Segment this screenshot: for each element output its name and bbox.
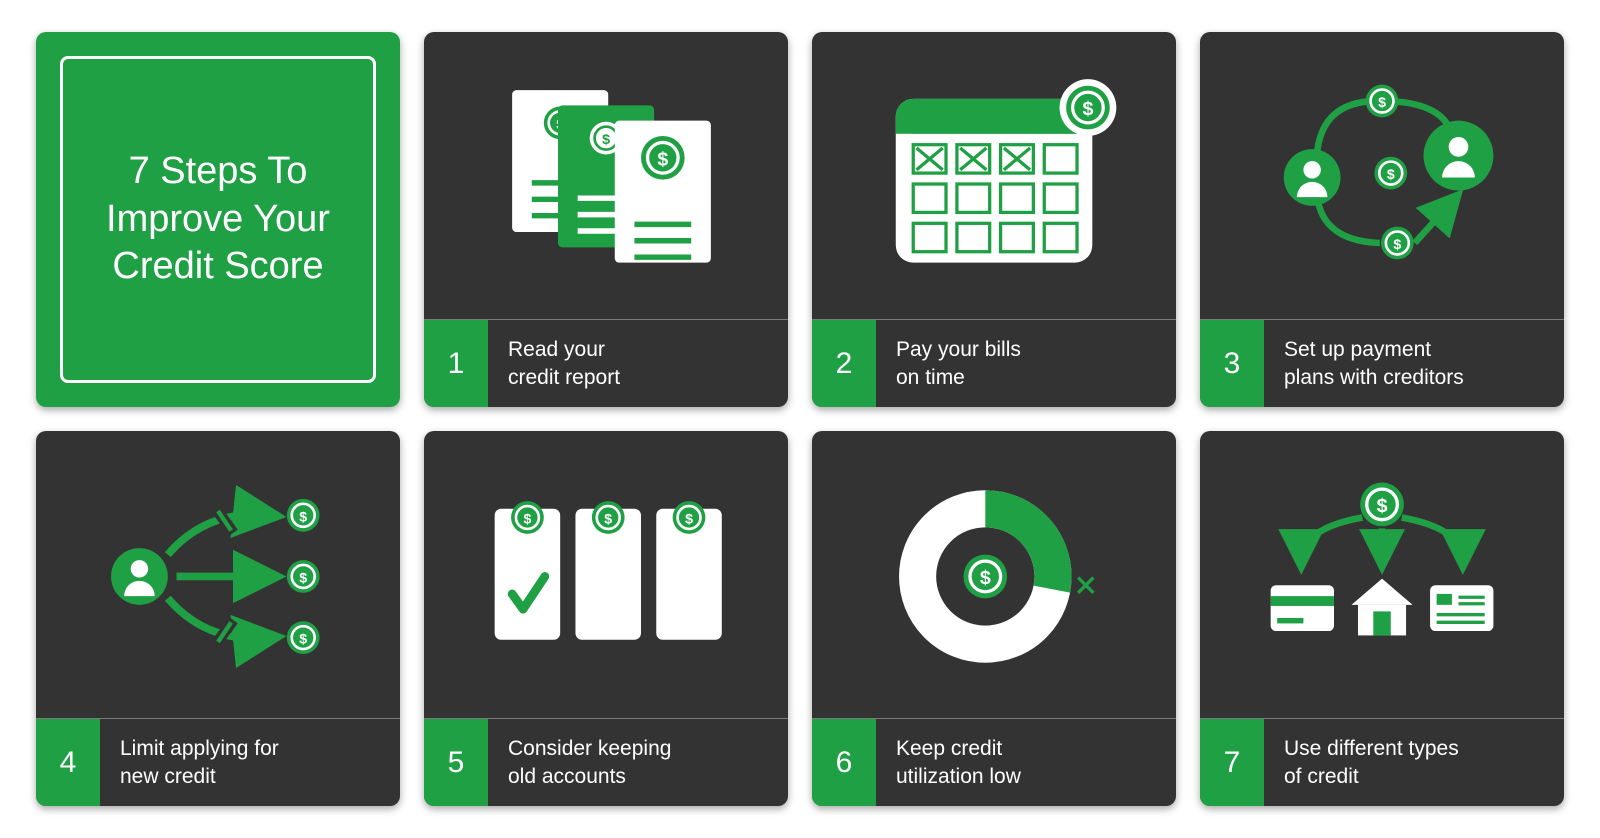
- step-card-1: $ 1 Read your credit report: [424, 32, 788, 407]
- step-footer: 3 Set up payment plans with creditors: [1200, 319, 1564, 407]
- step-card-5: 5 Consider keeping old accounts: [424, 431, 788, 806]
- step-footer: 7 Use different types of credit: [1200, 718, 1564, 806]
- step-footer: 5 Consider keeping old accounts: [424, 718, 788, 806]
- step-card-7: 7 Use different types of credit: [1200, 431, 1564, 806]
- step-label: Set up payment plans with creditors: [1264, 320, 1484, 407]
- step-label: Use different types of credit: [1264, 719, 1479, 806]
- documents-icon: $: [424, 32, 788, 319]
- step-label: Pay your bills on time: [876, 320, 1041, 407]
- title-card: 7 Steps To Improve Your Credit Score: [36, 32, 400, 407]
- svg-text:$: $: [602, 133, 610, 149]
- infographic-grid: 7 Steps To Improve Your Credit Score $: [36, 32, 1564, 806]
- credit-types-icon: [1200, 431, 1564, 718]
- people-cycle-icon: [1200, 32, 1564, 319]
- step-footer: 6 Keep credit utilization low: [812, 718, 1176, 806]
- step-label: Limit applying for new credit: [100, 719, 299, 806]
- infographic-title: 7 Steps To Improve Your Credit Score: [81, 148, 355, 291]
- step-card-3: 3 Set up payment plans with creditors: [1200, 32, 1564, 407]
- step-label: Read your credit report: [488, 320, 640, 407]
- title-frame: 7 Steps To Improve Your Credit Score: [60, 56, 376, 383]
- step-number: 3: [1200, 320, 1264, 407]
- step-card-4: 4 Limit applying for new credit: [36, 431, 400, 806]
- three-cards-icon: [424, 431, 788, 718]
- step-footer: 1 Read your credit report: [424, 319, 788, 407]
- step-footer: 4 Limit applying for new credit: [36, 718, 400, 806]
- step-number: 6: [812, 719, 876, 806]
- step-number: 1: [424, 320, 488, 407]
- step-card-2: 2 Pay your bills on time: [812, 32, 1176, 407]
- calendar-icon: [812, 32, 1176, 319]
- donut-icon: [812, 431, 1176, 718]
- step-number: 4: [36, 719, 100, 806]
- step-footer: 2 Pay your bills on time: [812, 319, 1176, 407]
- limit-arrows-icon: [36, 431, 400, 718]
- step-number: 5: [424, 719, 488, 806]
- step-number: 2: [812, 320, 876, 407]
- step-label: Keep credit utilization low: [876, 719, 1041, 806]
- step-card-6: 6 Keep credit utilization low: [812, 431, 1176, 806]
- step-number: 7: [1200, 719, 1264, 806]
- step-label: Consider keeping old accounts: [488, 719, 691, 806]
